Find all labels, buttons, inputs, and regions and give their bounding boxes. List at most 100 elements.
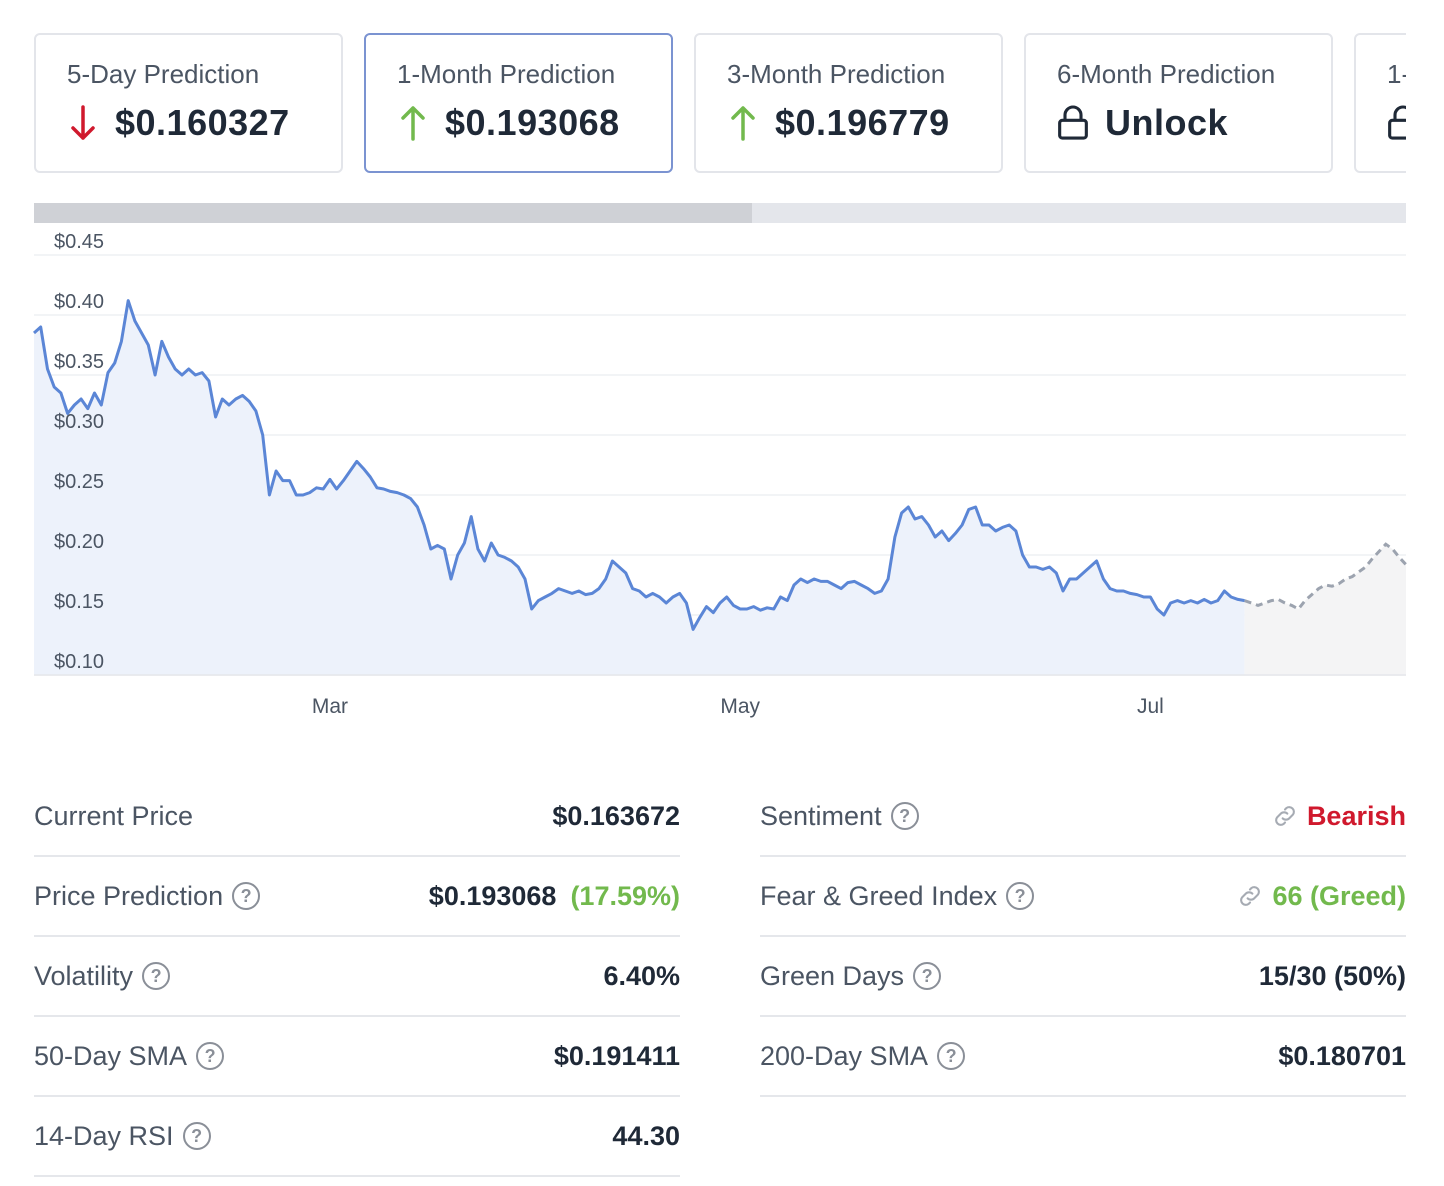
prediction-card[interactable]: 6-Month Prediction Unlock xyxy=(1024,33,1333,173)
stat-value: Bearish xyxy=(1271,801,1406,832)
help-icon[interactable]: ? xyxy=(232,882,261,910)
stat-row: Current Price $0.163672 xyxy=(34,777,680,857)
prediction-card-value: Unlock xyxy=(1057,101,1331,145)
stat-value-text: 44.30 xyxy=(612,1120,680,1151)
prediction-card-amount: $0.196779 xyxy=(775,102,950,143)
stat-value-text: 6.40% xyxy=(603,960,680,991)
stat-label: Current Price xyxy=(34,801,193,832)
prediction-card-value xyxy=(1387,101,1406,145)
link-icon[interactable] xyxy=(1271,802,1299,830)
stat-row: 50-Day SMA? $0.191411 xyxy=(34,1017,680,1097)
stat-label: Fear & Greed Index? xyxy=(760,880,1035,912)
prediction-card[interactable]: 3-Month Prediction $0.196779 xyxy=(694,33,1003,173)
range-slider[interactable] xyxy=(34,203,1406,223)
stat-label-text: Green Days xyxy=(760,960,905,991)
range-slider-selection[interactable] xyxy=(34,203,752,223)
prediction-cards: 5-Day Prediction $0.160327 1-Month Predict… xyxy=(34,33,1406,173)
y-tick-label: $0.15 xyxy=(54,591,104,613)
stat-label: Volatility? xyxy=(34,960,171,992)
stat-label: Green Days? xyxy=(760,960,942,992)
stat-label: Sentiment? xyxy=(760,801,919,832)
stat-value: $0.163672 xyxy=(552,801,680,832)
prediction-card-label: 1- xyxy=(1387,59,1406,89)
stat-value: 44.30 xyxy=(612,1121,680,1152)
prediction-card-value: $0.196779 xyxy=(727,101,1001,145)
arrow-down-icon xyxy=(67,103,99,143)
stat-value-text: $0.163672 xyxy=(552,800,680,831)
stat-label: Price Prediction? xyxy=(34,880,261,912)
arrow-up-icon xyxy=(397,103,429,143)
stat-label: 200-Day SMA? xyxy=(760,1040,966,1072)
stat-value: 6.40% xyxy=(603,961,680,992)
stat-label-text: 200-Day SMA xyxy=(760,1040,929,1071)
stat-label-text: Sentiment xyxy=(760,800,882,831)
help-icon[interactable]: ? xyxy=(142,962,171,990)
prediction-card-value: $0.160327 xyxy=(67,101,341,145)
y-tick-label: $0.40 xyxy=(54,291,104,313)
forecast-line xyxy=(1244,542,1408,611)
x-tick-label: Mar xyxy=(312,695,348,718)
help-icon[interactable]: ? xyxy=(890,802,919,830)
stat-value: $0.191411 xyxy=(554,1041,680,1072)
stat-row: Fear & Greed Index? 66 (Greed) xyxy=(760,857,1406,937)
stat-value-text: $0.180701 xyxy=(1278,1040,1406,1071)
prediction-card-value: $0.193068 xyxy=(397,101,671,145)
x-tick-label: Jul xyxy=(1137,695,1164,718)
prediction-card-label: 6-Month Prediction xyxy=(1057,59,1276,89)
stat-label-text: Volatility xyxy=(34,960,134,991)
stat-value-text[interactable]: 66 (Greed) xyxy=(1272,880,1406,911)
prediction-card-label: 3-Month Prediction xyxy=(727,59,946,89)
stat-label-text: Current Price xyxy=(34,800,194,831)
stats-table-left: Current Price $0.163672 Price Prediction? $… xyxy=(34,777,680,1177)
y-tick-label: $0.35 xyxy=(54,351,104,373)
help-icon[interactable]: ? xyxy=(937,1042,966,1070)
prediction-card[interactable]: 1-Month Prediction $0.193068 xyxy=(364,33,673,173)
stat-label-text: 50-Day SMA xyxy=(34,1040,188,1071)
prediction-card[interactable]: 5-Day Prediction $0.160327 xyxy=(34,33,343,173)
prediction-card-amount: $0.160327 xyxy=(115,102,290,143)
price-line xyxy=(32,299,1245,631)
stat-label-text: 14-Day RSI xyxy=(34,1120,174,1151)
stat-row: Green Days? 15/30 (50%) xyxy=(760,937,1406,1017)
prediction-card-label: 5-Day Prediction xyxy=(67,59,260,89)
arrow-up-icon xyxy=(727,103,759,143)
stat-label-text: Fear & Greed Index xyxy=(760,880,998,911)
stat-value: $0.193068 (17.59%) xyxy=(429,881,680,912)
y-tick-label: $0.10 xyxy=(54,651,104,673)
x-tick-label: May xyxy=(720,695,760,718)
prediction-card-amount: Unlock xyxy=(1105,102,1229,143)
stat-value: $0.180701 xyxy=(1278,1041,1406,1072)
prediction-card-label: 1-Month Prediction xyxy=(397,59,616,89)
y-tick-label: $0.45 xyxy=(54,231,104,253)
help-icon[interactable]: ? xyxy=(196,1042,225,1070)
stat-label: 14-Day RSI? xyxy=(34,1121,211,1152)
y-tick-label: $0.20 xyxy=(54,531,104,553)
stat-row: 14-Day RSI? 44.30 xyxy=(34,1097,680,1177)
stat-value: 66 (Greed) xyxy=(1236,881,1406,912)
help-icon[interactable]: ? xyxy=(1006,882,1035,910)
help-icon[interactable]: ? xyxy=(182,1122,211,1150)
stat-label-text: Price Prediction xyxy=(34,880,224,911)
prediction-card[interactable]: 1- xyxy=(1354,33,1406,173)
y-tick-label: $0.25 xyxy=(54,471,104,493)
stat-row: Volatility? 6.40% xyxy=(34,937,680,1017)
lock-icon xyxy=(1057,103,1089,143)
y-tick-label: $0.30 xyxy=(54,411,104,433)
prediction-card-amount: $0.193068 xyxy=(445,102,620,143)
lock-icon xyxy=(1387,103,1406,143)
stat-row: Price Prediction? $0.193068 (17.59%) xyxy=(34,857,680,937)
stat-value-text[interactable]: Bearish xyxy=(1306,800,1406,831)
stat-row: 200-Day SMA? $0.180701 xyxy=(760,1017,1406,1097)
stat-value: 15/30 (50%) xyxy=(1259,961,1406,992)
stat-value-text: 15/30 (50%) xyxy=(1258,960,1406,991)
stat-value-text: $0.193068 xyxy=(428,880,557,911)
stat-row: Sentiment? Bearish xyxy=(760,777,1406,857)
price-area xyxy=(34,300,1245,675)
stat-change-percent: (17.59%) xyxy=(570,880,680,911)
forecast-area xyxy=(1244,544,1406,675)
stat-value-text: $0.191411 xyxy=(553,1040,680,1071)
price-chart: $0.45 $0.40 $0.35 $0.30 $0.25 $0.20 $0.15 $0.10… xyxy=(32,231,1408,718)
stats-table-right: Sentiment? Bearish Fear & Greed Index? 66 (… xyxy=(760,777,1406,1097)
link-icon[interactable] xyxy=(1236,882,1264,910)
help-icon[interactable]: ? xyxy=(913,962,942,990)
